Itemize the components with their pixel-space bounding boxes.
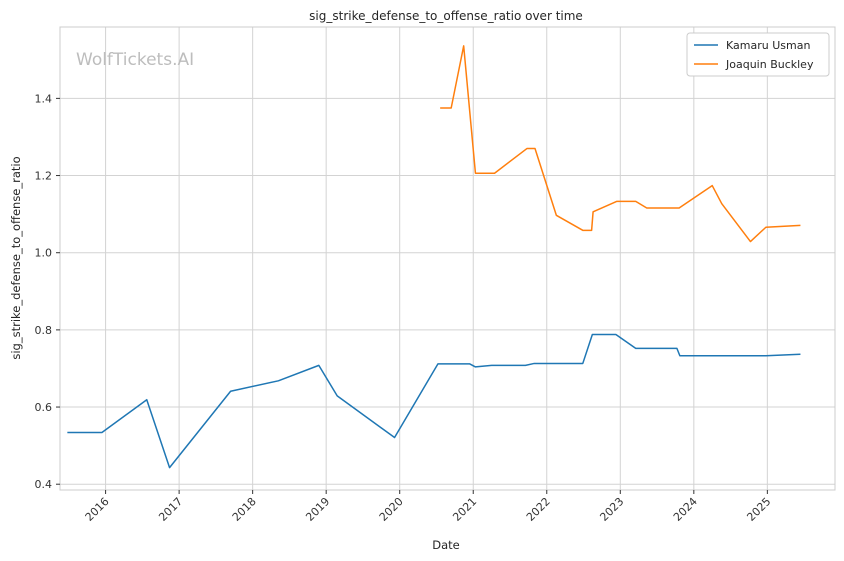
data-point-kamaru-usman [679,355,681,357]
data-point-joaquin-buckley [462,45,464,47]
data-point-joaquin-buckley [590,229,592,231]
chart-title: sig_strike_defense_to_offense_ratio over… [309,9,583,23]
data-point-kamaru-usman [615,333,617,335]
data-point-kamaru-usman [468,363,470,365]
data-point-kamaru-usman [635,347,637,349]
data-point-joaquin-buckley [555,214,557,216]
plot-area [59,26,836,491]
series-line-joaquin-buckley [440,45,801,243]
data-point-kamaru-usman [437,363,439,365]
data-point-joaquin-buckley [615,200,617,202]
data-point-kamaru-usman [66,431,68,433]
data-point-joaquin-buckley [534,147,536,149]
data-point-joaquin-buckley [765,226,767,228]
data-point-kamaru-usman [524,364,526,366]
data-point-joaquin-buckley [439,107,441,109]
data-point-kamaru-usman [676,347,678,349]
data-point-kamaru-usman [277,380,279,382]
y-tick-label: 0.4 [35,478,53,491]
data-point-joaquin-buckley [474,172,476,174]
data-point-kamaru-usman [229,390,231,392]
data-point-kamaru-usman [533,362,535,364]
data-point-joaquin-buckley [635,200,637,202]
series-line-kamaru-usman [67,333,801,469]
legend-box [686,32,830,77]
data-point-kamaru-usman [101,431,103,433]
data-point-kamaru-usman [168,466,170,468]
data-point-kamaru-usman [765,355,767,357]
legend-label-joaquin-buckley: Joaquin Buckley [725,58,814,71]
data-point-joaquin-buckley [678,207,680,209]
legend: Kamaru Usman Joaquin Buckley [686,32,830,77]
y-tick-label: 1.0 [35,247,53,260]
data-point-joaquin-buckley [450,107,452,109]
data-point-kamaru-usman [591,333,593,335]
data-point-joaquin-buckley [799,224,801,226]
y-axis-label: sig_strike_defense_to_offense_ratio [9,156,23,359]
y-tick-label: 1.2 [35,170,53,183]
data-point-kamaru-usman [799,353,801,355]
data-point-joaquin-buckley [749,240,751,242]
data-point-kamaru-usman [490,364,492,366]
legend-label-kamaru-usman: Kamaru Usman [726,39,810,52]
data-point-kamaru-usman [474,366,476,368]
data-point-joaquin-buckley [493,172,495,174]
y-tick-label: 0.6 [35,401,53,414]
data-point-kamaru-usman [318,364,320,366]
data-point-kamaru-usman [336,395,338,397]
gridlines [60,27,835,490]
data-point-joaquin-buckley [592,211,594,213]
data-point-joaquin-buckley [582,229,584,231]
y-tick-labels: 0.4 0.6 0.8 1.0 1.2 1.4 [35,92,60,491]
series-layer [66,45,801,469]
data-point-kamaru-usman [582,362,584,364]
y-tick-label: 0.8 [35,324,53,337]
watermark: WolfTickets.AI [76,50,194,70]
data-point-joaquin-buckley [721,203,723,205]
data-point-joaquin-buckley [526,147,528,149]
x-axis-label: Date [432,538,460,552]
data-point-kamaru-usman [146,399,148,401]
data-point-kamaru-usman [393,436,395,438]
data-point-joaquin-buckley [711,184,713,186]
data-point-joaquin-buckley [646,207,648,209]
data-point-kamaru-usman [711,355,713,357]
y-tick-label: 1.4 [35,92,53,105]
